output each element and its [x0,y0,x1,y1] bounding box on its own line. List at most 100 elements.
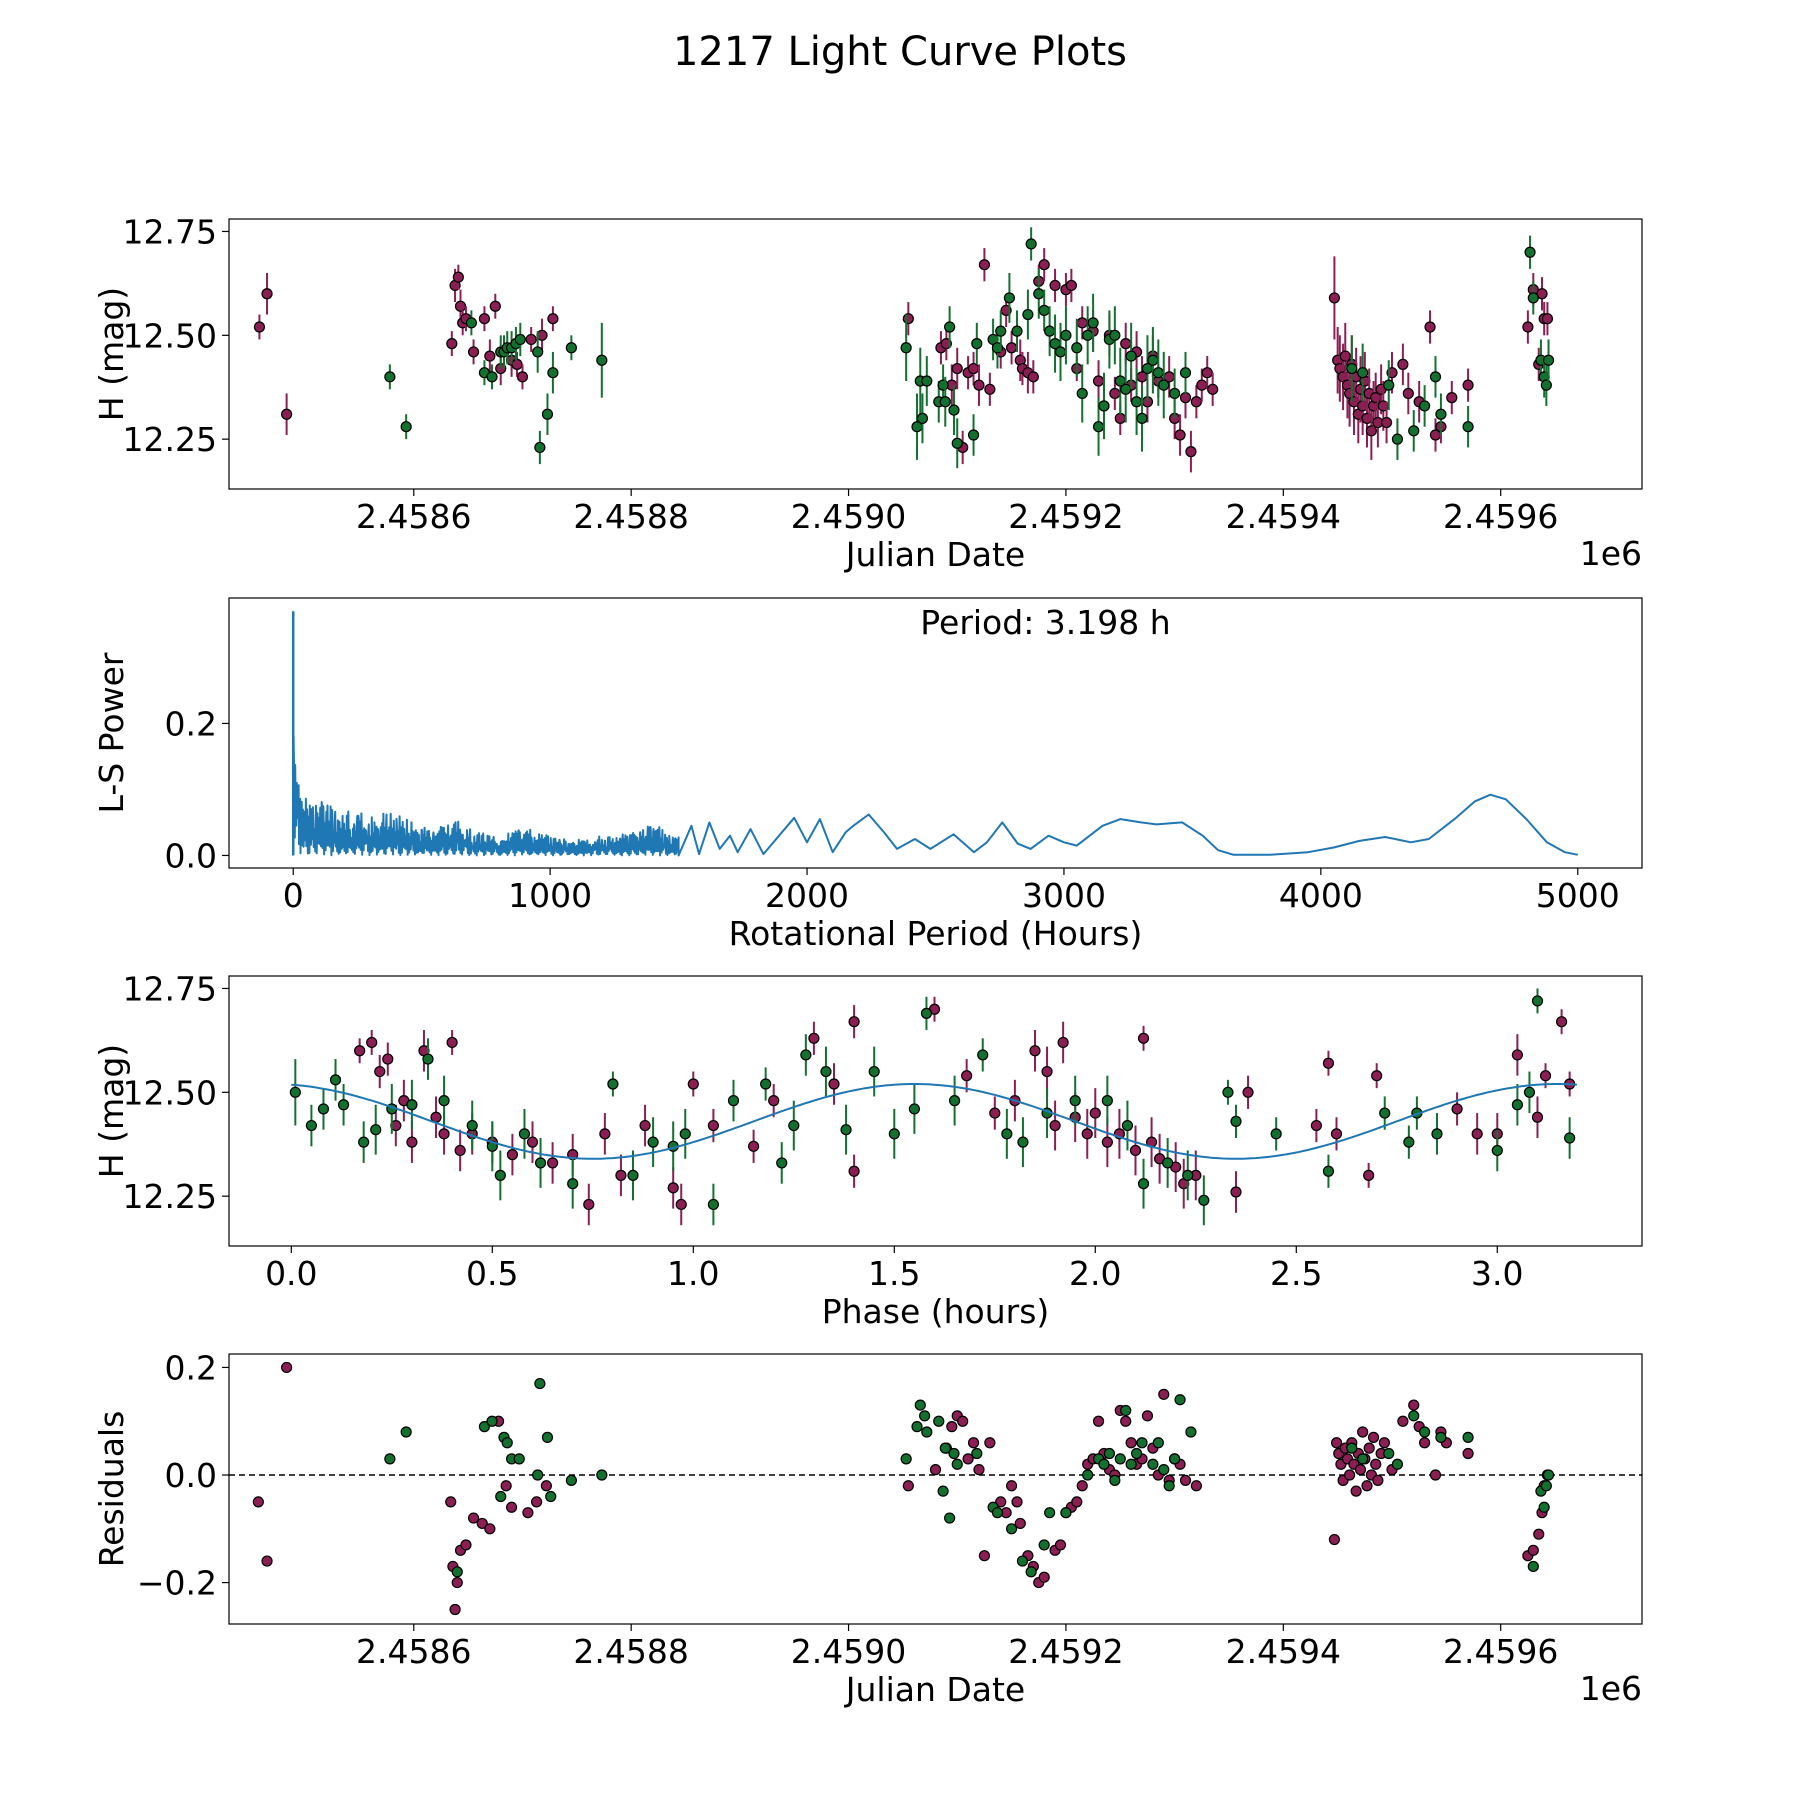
data-point-color_b [900,1453,912,1465]
data-point-color_a [1446,392,1458,404]
data-point-color_a [1041,1065,1053,1078]
data-point-color_b [1137,1178,1150,1190]
data-point-color_b [1082,1469,1094,1481]
data-point-color_b [919,1410,931,1422]
data-point-color_b [1419,1426,1431,1438]
data-point-color_a [1065,279,1077,292]
data-point-color_b [422,1053,434,1065]
data-point-color_a [1179,1474,1192,1486]
data-point-color_b [337,1099,350,1111]
data-point-color_a [1005,1480,1018,1492]
y-tick-label: 12.25 [123,1177,217,1216]
data-point-color_b [951,1458,963,1470]
data-point-color_b [1431,1128,1443,1140]
data-point-color_b [1169,1453,1181,1465]
plot-area [289,988,1577,1226]
data-point-color_b [1136,412,1148,424]
data-point-color_a [1242,1086,1254,1098]
data-point-color_a [451,1576,463,1589]
data-point-color_a [1109,387,1121,400]
data-point-color_b [991,1507,1004,1519]
x-tick-label: 4000 [1279,876,1363,915]
plot-frame [228,1353,1643,1625]
data-point-color_b [1120,383,1132,395]
x-tick-label: 1000 [508,876,592,915]
data-point-color_a [973,1464,985,1476]
data-point-color_b [1162,1157,1174,1169]
data-point-color_b [1435,408,1447,420]
x-tick-label: 2.4596 [1443,497,1558,536]
data-point-color_b [937,1485,949,1497]
data-point-color_a [489,300,501,312]
x-offset-label: 1e6 [1580,534,1642,573]
data-point-color_a [1539,1070,1552,1082]
data-point-color_b [1109,329,1121,341]
data-point-color_a [1141,1410,1154,1422]
data-point-color_b [1076,387,1088,400]
data-point-color_b [513,1453,525,1465]
data-point-color_a [1397,1415,1409,1427]
x-tick-label: 3.0 [1471,1254,1523,1293]
data-point-color_b [971,338,983,350]
data-point-color_a [467,346,480,358]
y-axis-label: L-S Power [92,652,131,813]
data-point-color_b [1120,1404,1132,1417]
data-point-color_b [1130,1447,1143,1460]
data-point-color_a [1092,375,1105,387]
data-point-color_b [532,346,544,358]
data-point-color_b [1082,329,1094,341]
data-point-color_a [530,1496,543,1508]
data-point-color_b [317,1103,330,1115]
data-point-color_b [514,333,526,346]
data-point-color_a [1038,1571,1050,1583]
data-point-color_b [948,404,960,416]
x-tick-label: 2000 [765,876,849,915]
data-point-color_a [252,1496,264,1508]
data-point-color_a [902,1480,914,1492]
data-point-color_b [1419,400,1431,412]
data-point-color_b [406,1099,418,1111]
y-tick-label: 0.0 [165,836,217,875]
data-point-color_b [329,1074,342,1086]
x-tick-label: 2.5 [1270,1254,1322,1293]
data-point-color_b [1383,379,1395,391]
data-point-color_a [366,1036,378,1049]
data-point-color_b [1435,1431,1447,1443]
data-point-color_b [1270,1128,1282,1140]
data-point-color_b [921,1426,933,1438]
data-point-color_b [1408,1410,1420,1422]
data-point-color_a [1330,1128,1343,1140]
data-point-color_b [1130,396,1143,408]
data-point-color_a [1378,1437,1390,1449]
data-point-color_b [948,1447,960,1460]
x-tick-label: 2.0 [1069,1254,1121,1293]
data-point-color_a [1196,379,1208,391]
data-point-color_b [305,1119,318,1132]
data-point-color_b [1540,1480,1552,1492]
data-point-color_b [1005,1523,1018,1535]
data-point-color_b [1408,425,1420,437]
data-point-color_a [675,1198,687,1211]
panel-4: 2.4586 2.4588 2.4590 2.4592 2.4594 2.4596 −0.2… [92,1348,1643,1709]
data-point-color_a [973,379,985,391]
data-point-color_b [1158,1464,1170,1476]
data-point-color_b [971,1447,983,1460]
data-point-color_a [687,1078,699,1090]
data-point-color_a [828,1078,840,1090]
data-point-color_a [452,271,464,283]
data-point-color_a [526,1136,539,1148]
data-point-color_b [1038,1539,1050,1551]
data-point-color_a [1424,321,1436,333]
data-point-color_b [1017,1136,1029,1148]
data-point-color_a [460,1539,472,1551]
data-point-color_b [466,1119,478,1132]
x-tick-label: 2.4588 [573,497,688,536]
data-point-color_a [525,333,537,346]
data-point-color_a [1049,279,1061,292]
data-point-color_a [1120,338,1132,350]
x-tick-label: 2.4586 [356,1632,471,1671]
data-point-color_b [486,371,498,383]
data-point-color_b [911,1421,923,1433]
fit-curve [291,1083,1577,1160]
